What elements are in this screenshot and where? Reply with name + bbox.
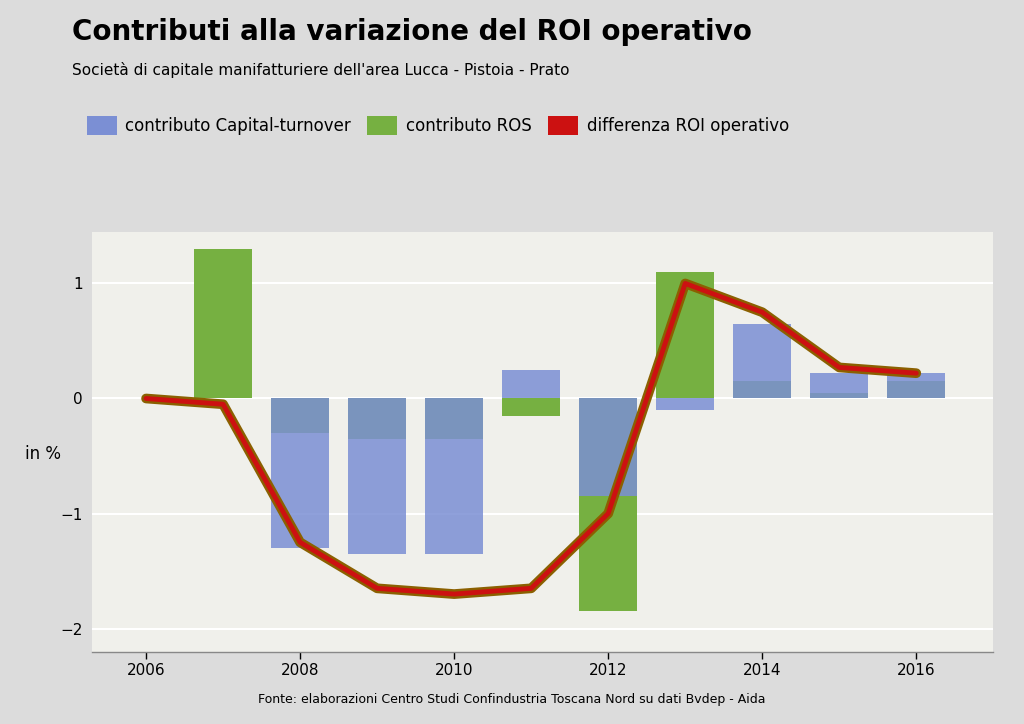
Bar [656, 272, 714, 398]
Legend: contributo Capital-turnover, contributo ROS, differenza ROI operativo: contributo Capital-turnover, contributo … [80, 110, 796, 142]
Bar [425, 398, 483, 554]
Bar [195, 249, 252, 398]
Bar [348, 398, 406, 439]
Text: Contributi alla variazione del ROI operativo: Contributi alla variazione del ROI opera… [72, 18, 752, 46]
Bar [503, 370, 560, 398]
Bar [425, 398, 483, 439]
Bar [810, 392, 868, 398]
Bar [271, 398, 329, 548]
Bar [580, 398, 637, 611]
Bar [271, 398, 329, 433]
Text: Società di capitale manifatturiere dell'area Lucca - Pistoia - Prato: Società di capitale manifatturiere dell'… [72, 62, 569, 77]
Bar [810, 373, 868, 398]
Bar [733, 324, 792, 398]
Bar [580, 398, 637, 496]
Text: Fonte: elaborazioni Centro Studi Confindustria Toscana Nord su dati Bvdep - Aida: Fonte: elaborazioni Centro Studi Confind… [258, 693, 766, 706]
Bar [348, 398, 406, 554]
Bar [888, 373, 945, 398]
Bar [733, 382, 792, 398]
Bar [888, 382, 945, 398]
Bar [503, 398, 560, 416]
Bar [656, 398, 714, 410]
Y-axis label: in %: in % [25, 445, 60, 463]
